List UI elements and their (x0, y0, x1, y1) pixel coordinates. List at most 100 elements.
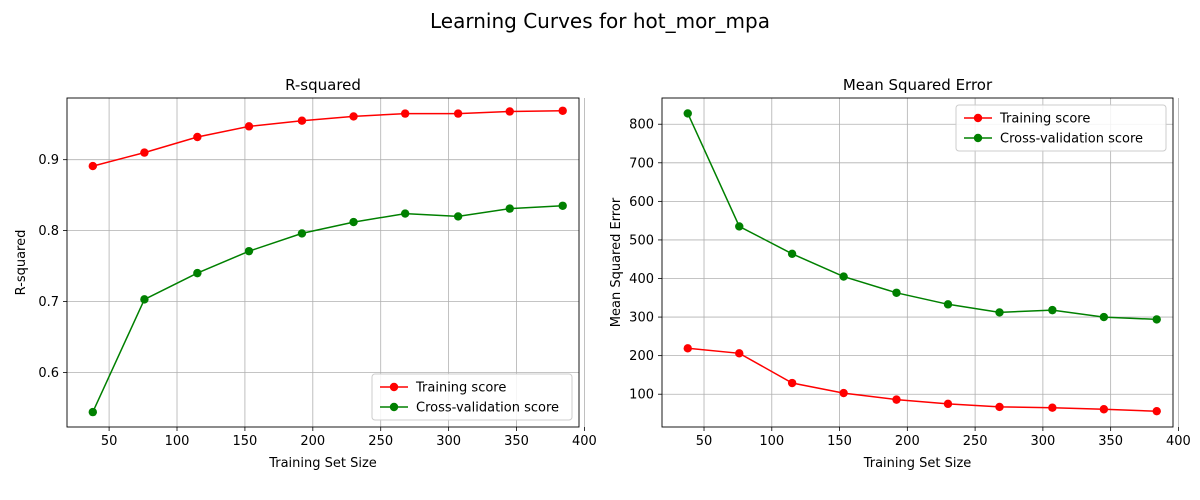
r2-cross-validation-score-point (297, 229, 307, 238)
r2-xtick-label: 150 (232, 434, 257, 449)
r2-cross-validation-score-point (349, 217, 358, 227)
r2-cross-validation-score-point (505, 204, 514, 213)
mse-panel: 50 100 150 200 250 300 350 400 100 200 300 400 500 60… (609, 76, 1191, 471)
mse-training-score-point (995, 402, 1004, 412)
mse-ytick-label: 500 (629, 233, 654, 248)
mse-ytick-label: 100 (629, 388, 654, 403)
mse-legend-marker-training-score (973, 113, 983, 123)
r2-training-score-point (400, 109, 410, 118)
r2-x-axis-label: Training Set Size (268, 456, 377, 471)
r2-xtick-label: 400 (572, 434, 597, 449)
mse-xtick-label: 200 (895, 434, 920, 449)
r2-legend-marker-cross-validation-score (389, 402, 399, 412)
r2-cross-validation-score-point (558, 201, 567, 210)
figure-title: Learning Curves for hot_mor_mpa (430, 9, 770, 33)
mse-legend-label-training-score: Training score (999, 112, 1090, 127)
r2-ytick-label: 0.7 (38, 295, 59, 310)
mse-panel-title: Mean Squared Error (843, 76, 993, 94)
r2-xtick-label: 50 (101, 434, 118, 449)
mse-training-score-point (1048, 403, 1057, 412)
mse-legend-box (955, 104, 1167, 152)
mse-axes-frame (661, 97, 1174, 428)
r2-legend-label-cross-validation-score: Cross-validation score (416, 401, 559, 416)
r2-legend-marker-training-score (389, 382, 399, 392)
mse-legend-marker-cross-validation-score (973, 133, 983, 143)
r2-legend-label-training-score: Training score (415, 381, 506, 396)
mse-cross-validation-score-point (1099, 312, 1109, 322)
r2-xtick-label: 250 (368, 434, 393, 449)
mse-xtick-label: 350 (1098, 434, 1123, 449)
mse-xtick-label: 50 (696, 434, 713, 449)
r2-series-training-score (88, 106, 567, 171)
mse-training-score-point (1152, 406, 1161, 416)
r2-training-score-point (297, 116, 307, 125)
r2-xtick-label: 350 (504, 434, 529, 449)
mse-training-score-point (839, 388, 848, 398)
r2-cross-validation-score-point (193, 268, 202, 278)
mse-training-score-point (735, 349, 744, 358)
r2-axes-frame (66, 97, 580, 428)
r2-cross-validation-score-point (400, 209, 410, 218)
r2-training-score-point (558, 106, 567, 115)
r2-cross-validation-score-point (88, 407, 98, 417)
r2-cross-validation-score-line (92, 205, 563, 413)
mse-xtick-label: 250 (963, 434, 988, 449)
mse-cross-validation-score-point (995, 308, 1004, 317)
mse-cross-validation-score-point (735, 222, 744, 231)
r2-legend-box (371, 373, 573, 421)
mse-ytick-label: 800 (629, 118, 654, 133)
mse-training-score-point (943, 399, 953, 409)
mse-cross-validation-score-point (787, 249, 797, 259)
r2-xtick-label: 200 (300, 434, 325, 449)
mse-cross-validation-score-point (943, 300, 953, 309)
r2-panel-title: R-squared (285, 76, 361, 94)
mse-x-axis-label: Training Set Size (863, 456, 972, 471)
mse-ytick-label: 400 (629, 272, 654, 287)
mse-training-score-point (892, 395, 901, 404)
mse-training-score-point (683, 344, 692, 353)
mse-legend-label-cross-validation-score: Cross-validation score (1000, 132, 1143, 147)
r2-series-cross-validation-score (88, 201, 567, 417)
mse-training-score-point (787, 378, 797, 388)
mse-xtick-label: 300 (1030, 434, 1055, 449)
mse-cross-validation-score-point (1048, 305, 1057, 315)
r2-training-score-line (92, 110, 563, 167)
r2-training-score-point (140, 148, 149, 157)
r2-training-score-point (349, 112, 358, 121)
r-squared-panel: 50 100 150 200 250 300 350 400 0.6 0.7 0.8 0.9 R-squ… (14, 76, 597, 471)
mse-cross-validation-score-point (839, 272, 848, 281)
mse-cross-validation-score-point (1152, 315, 1161, 324)
mse-training-score-point (1099, 405, 1109, 414)
mse-xtick-label: 400 (1166, 434, 1191, 449)
r2-training-score-point (453, 109, 463, 118)
r2-ytick-label: 0.6 (38, 366, 59, 381)
mse-training-score-line (687, 347, 1157, 412)
r2-xtick-label: 300 (436, 434, 461, 449)
r2-cross-validation-score-point (140, 295, 149, 304)
mse-y-axis-label: Mean Squared Error (609, 197, 624, 327)
mse-cross-validation-score-line (687, 113, 1157, 321)
r2-cross-validation-score-point (453, 212, 463, 221)
r2-ytick-label: 0.9 (38, 153, 59, 168)
mse-legend: Training score Cross-validation score (955, 104, 1167, 152)
r2-training-score-point (505, 107, 514, 116)
mse-ytick-label: 300 (629, 311, 654, 326)
r2-legend: Training score Cross-validation score (371, 373, 573, 421)
mse-ytick-label: 600 (629, 195, 654, 210)
mse-cross-validation-score-point (892, 288, 901, 297)
mse-series-training-score (683, 344, 1161, 416)
r2-y-axis-label: R-squared (14, 230, 29, 296)
r2-training-score-point (244, 122, 254, 131)
mse-xtick-label: 150 (827, 434, 852, 449)
mse-cross-validation-score-point (683, 109, 692, 118)
r2-training-score-point (88, 161, 98, 171)
mse-ytick-label: 700 (629, 156, 654, 171)
mse-xtick-label: 100 (759, 434, 784, 449)
r2-cross-validation-score-point (244, 246, 254, 256)
mse-series-cross-validation-score (683, 109, 1161, 324)
mse-ytick-label: 200 (629, 349, 654, 364)
r2-training-score-point (193, 132, 202, 142)
r2-xtick-label: 100 (165, 434, 190, 449)
r2-ytick-label: 0.8 (38, 224, 59, 239)
